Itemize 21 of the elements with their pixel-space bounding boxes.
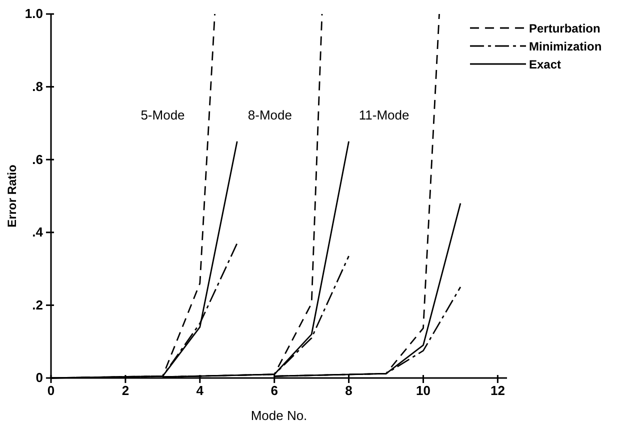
y-tick-label: .8 [32,78,43,94]
y-tick-label: .2 [32,297,43,312]
x-tick-label: 6 [270,383,278,398]
y-tick-label: .6 [32,152,43,167]
x-axis-title: Mode No. [250,408,308,423]
y-tick-label: .4 [32,224,44,240]
annotation: 5-Mode [140,108,185,123]
x-tick-label: 8 [345,383,352,398]
x-tick-label: 4 [196,383,204,398]
annotation: 11-Mode [358,108,410,123]
y-tick-label: 1.0 [24,6,43,22]
x-tick-label: 2 [122,383,130,398]
x-tick-label: 0 [47,383,55,398]
annotation: 8-Mode [248,108,292,123]
legend-label: Minimization [529,40,602,54]
y-tick-label: 0 [36,370,43,386]
x-tick-label: 12 [490,383,505,398]
y-axis-title: Error Ratio [5,164,19,228]
x-tick-label: 10 [416,383,430,398]
legend-label: Exact [529,58,562,72]
legend-label: Perturbation [529,22,600,36]
